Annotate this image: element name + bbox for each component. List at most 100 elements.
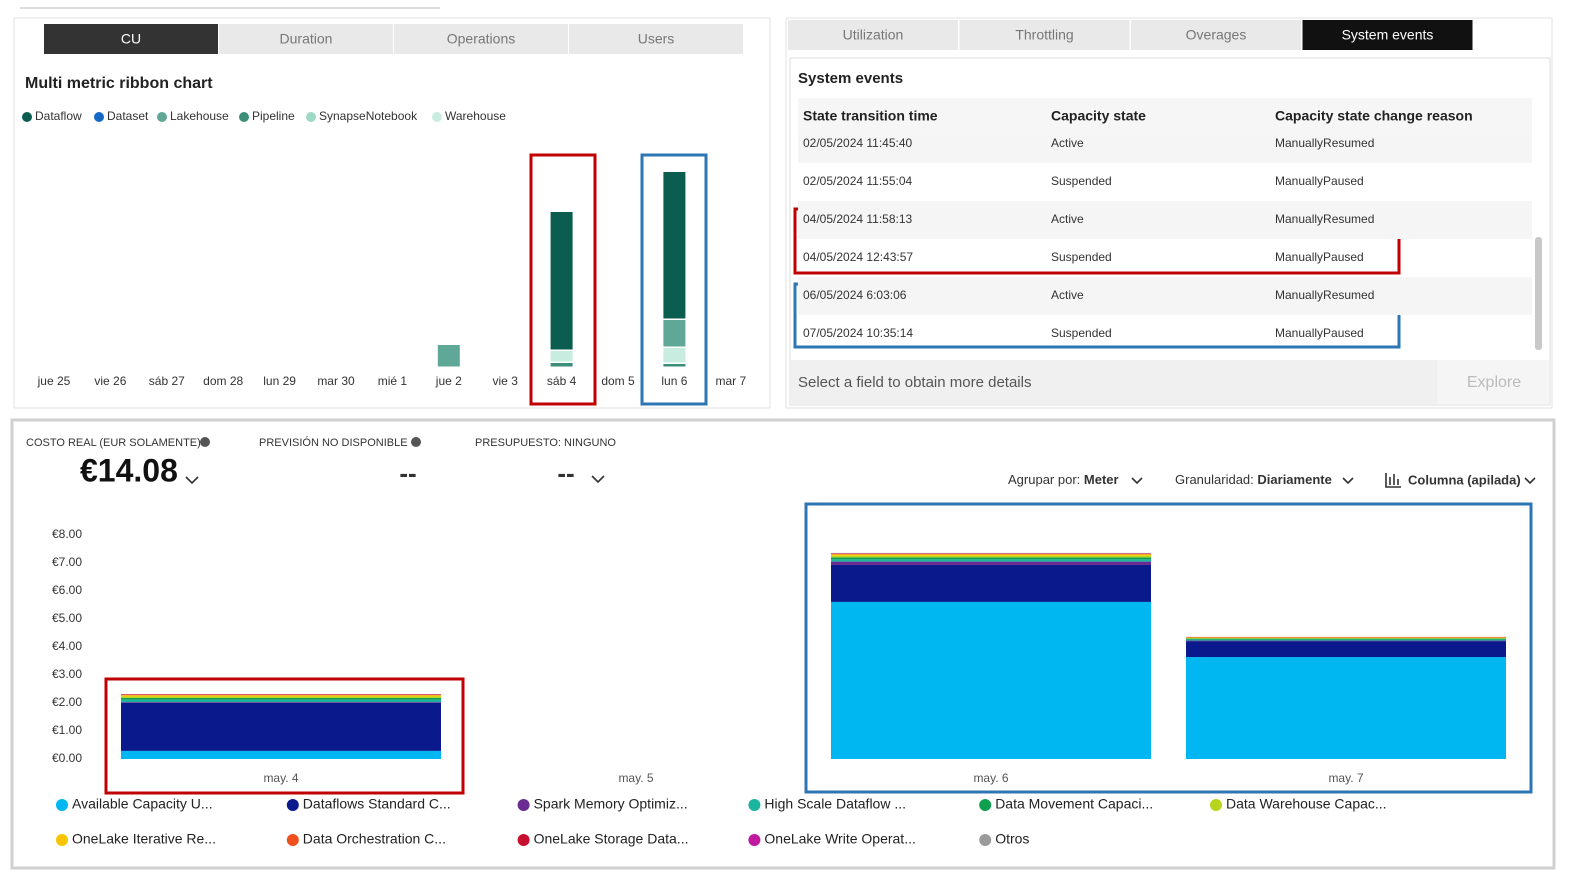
cell: ManuallyPaused bbox=[1275, 326, 1364, 340]
cell: 02/05/2024 11:55:04 bbox=[803, 174, 913, 188]
table-header-bg bbox=[798, 98, 1532, 136]
legend-label: Available Capacity U... bbox=[72, 796, 213, 812]
forecast-label: PREVISIÓN NO DISPONIBLE bbox=[259, 436, 408, 449]
bar-segment bbox=[1186, 638, 1506, 639]
bar-segment bbox=[121, 703, 441, 751]
tab-label: Duration bbox=[280, 31, 333, 47]
legend-dot bbox=[1210, 799, 1222, 811]
table-body: 02/05/2024 11:45:40 Active ManuallyResumed… bbox=[798, 136, 1532, 340]
bar-segment bbox=[831, 601, 1151, 759]
chart-type[interactable]: Columna (apilada) bbox=[1408, 472, 1521, 487]
legend-dot bbox=[286, 834, 299, 846]
tab-label: Throttling bbox=[1015, 27, 1073, 43]
bar-segment bbox=[1186, 637, 1506, 639]
events-title: System events bbox=[798, 70, 903, 87]
tab[interactable] bbox=[1131, 20, 1301, 50]
legend-dot bbox=[239, 112, 249, 122]
legend-dot bbox=[979, 834, 992, 846]
bar-segment bbox=[121, 750, 441, 759]
x-tick-label: jue 25 bbox=[37, 374, 71, 388]
budget-label: PRESUPUESTO: NINGUNO bbox=[475, 437, 616, 449]
cell: Suspended bbox=[1051, 250, 1112, 264]
column-header: Capacity state bbox=[1051, 108, 1146, 124]
chevrons bbox=[185, 473, 1536, 488]
x-tick-label: may. 6 bbox=[973, 771, 1008, 785]
legend-dot bbox=[286, 799, 299, 811]
legend-dot bbox=[22, 112, 32, 122]
y-tick-label: €4.00 bbox=[52, 639, 82, 653]
cell: Active bbox=[1051, 136, 1084, 150]
cell: Suspended bbox=[1051, 326, 1112, 340]
y-tick-label: €7.00 bbox=[52, 555, 82, 569]
x-tick-label: may. 4 bbox=[263, 771, 298, 785]
tab-label: Users bbox=[638, 31, 675, 47]
tab[interactable] bbox=[1302, 20, 1473, 50]
granularity[interactable]: Granularidad: Diariamente bbox=[1175, 472, 1332, 487]
scrollbar[interactable] bbox=[1535, 237, 1542, 350]
cell: Active bbox=[1051, 288, 1084, 302]
bar-segment bbox=[1186, 640, 1506, 642]
x-tick-label: may. 7 bbox=[1328, 771, 1363, 785]
bar-segment bbox=[121, 702, 441, 703]
bar-segment bbox=[1186, 641, 1506, 658]
tab-label: Utilization bbox=[843, 27, 904, 43]
tab[interactable] bbox=[219, 24, 393, 54]
bar-segment bbox=[831, 564, 1151, 602]
x-tick-label: vie 3 bbox=[493, 374, 519, 388]
tab-label: System events bbox=[1342, 27, 1434, 43]
legend-dot bbox=[748, 834, 761, 846]
bar-segment bbox=[121, 695, 441, 697]
actual-label: COSTO REAL (EUR SOLAMENTE) bbox=[26, 437, 201, 449]
tab[interactable] bbox=[788, 20, 958, 50]
cell: 04/05/2024 11:58:13 bbox=[803, 212, 913, 226]
bar-segment bbox=[663, 172, 686, 319]
bar-segment bbox=[550, 212, 573, 350]
bar-segment bbox=[121, 694, 441, 696]
row-bg bbox=[798, 201, 1532, 239]
bar-segment bbox=[831, 553, 1151, 555]
y-tick-label: €5.00 bbox=[52, 611, 82, 625]
group-by[interactable]: Agrupar por: Meter bbox=[1008, 472, 1119, 487]
legend-dot bbox=[94, 112, 104, 122]
column-header: State transition time bbox=[803, 108, 938, 124]
legend-label: SynapseNotebook bbox=[319, 109, 418, 123]
tab[interactable] bbox=[44, 24, 218, 54]
cell: 07/05/2024 10:35:14 bbox=[803, 326, 913, 340]
bar-segment bbox=[550, 363, 573, 367]
bar-segment bbox=[831, 555, 1151, 558]
bar-segment bbox=[831, 559, 1151, 562]
explore-label[interactable]: Explore bbox=[1467, 374, 1521, 391]
x-tick-label: mié 1 bbox=[378, 374, 408, 388]
legend-label: Warehouse bbox=[445, 109, 506, 123]
row-bg bbox=[798, 136, 1532, 163]
legend-label: High Scale Dataflow ... bbox=[764, 796, 906, 812]
x-tick-label: dom 5 bbox=[601, 374, 635, 388]
legend-dot bbox=[517, 799, 530, 811]
legend-label: Dataflow bbox=[35, 109, 82, 123]
x-tick-label: sáb 4 bbox=[547, 374, 577, 388]
explore-button[interactable] bbox=[1437, 360, 1549, 404]
bar-segment bbox=[121, 699, 441, 703]
tab[interactable] bbox=[569, 24, 743, 54]
x-tick-label: jue 2 bbox=[435, 374, 462, 388]
group-by-value: Meter bbox=[1084, 472, 1119, 487]
legend-label: Data Warehouse Capac... bbox=[1226, 796, 1387, 812]
y-tick-label: €3.00 bbox=[52, 667, 82, 681]
tab[interactable] bbox=[959, 20, 1130, 50]
cell: ManuallyPaused bbox=[1275, 250, 1364, 264]
x-tick-label: sáb 27 bbox=[149, 374, 185, 388]
bar-segment bbox=[121, 696, 441, 698]
tab[interactable] bbox=[394, 24, 568, 54]
legend-label: Otros bbox=[995, 831, 1029, 847]
x-tick-label: lun 29 bbox=[263, 374, 296, 388]
y-tick-label: €8.00 bbox=[52, 527, 82, 541]
bar-segment bbox=[663, 348, 686, 363]
tab-label: Operations bbox=[447, 31, 515, 47]
row-bg bbox=[798, 277, 1532, 315]
ribbon-title: Multi metric ribbon chart bbox=[25, 75, 213, 92]
bar-segment bbox=[121, 697, 441, 700]
footer-bg bbox=[791, 360, 1549, 404]
cell: Active bbox=[1051, 212, 1084, 226]
legend-dot bbox=[56, 799, 68, 811]
